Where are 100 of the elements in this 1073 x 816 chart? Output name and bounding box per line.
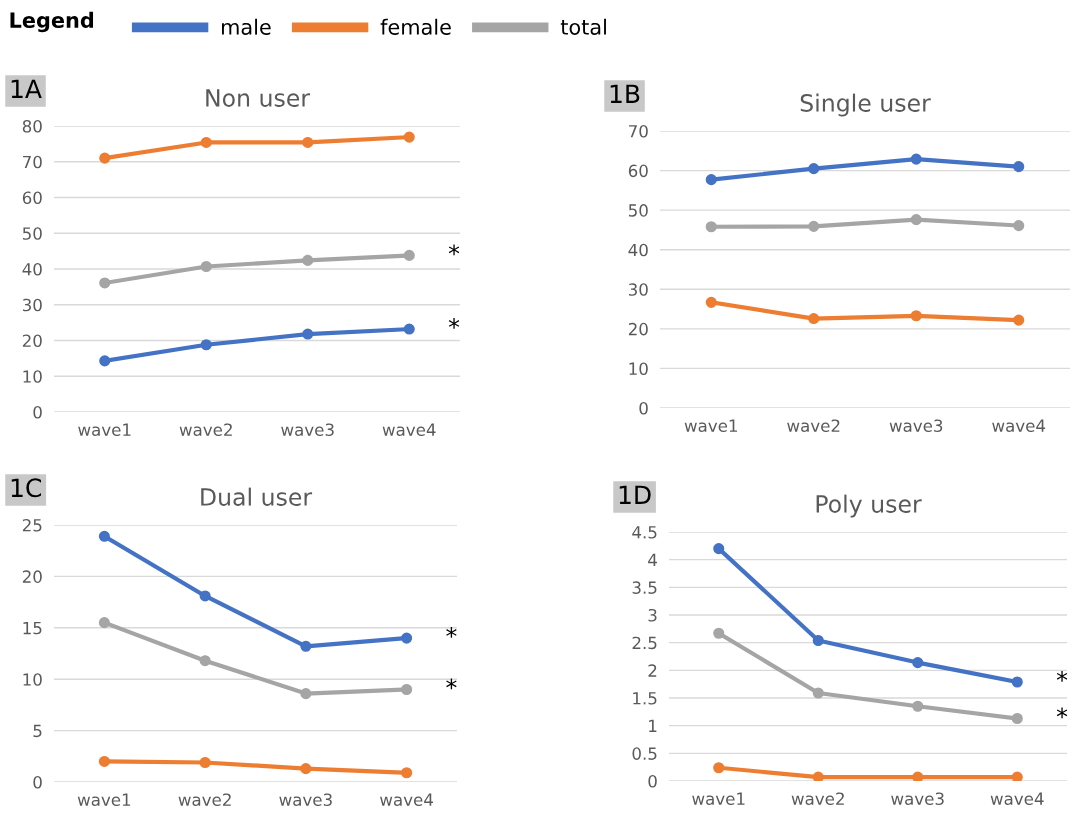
x-tick-label: wave4 bbox=[990, 792, 1044, 806]
x-tick-label: wave1 bbox=[78, 423, 131, 437]
point bbox=[808, 163, 820, 175]
point bbox=[300, 640, 312, 652]
legend-label: male bbox=[222, 18, 271, 35]
text: 1B bbox=[610, 84, 640, 103]
x-tick-label: wave2 bbox=[787, 419, 840, 433]
y-tick-label: 0 bbox=[648, 774, 657, 788]
y-tick-label: 30 bbox=[628, 283, 648, 296]
y-tick-label: 50 bbox=[22, 227, 42, 240]
x-tick-label: wave1 bbox=[692, 792, 745, 806]
point bbox=[401, 683, 413, 696]
y-tick-label: 5 bbox=[33, 724, 42, 738]
point bbox=[910, 153, 922, 165]
point bbox=[403, 323, 415, 335]
annotation: * bbox=[448, 318, 460, 329]
point bbox=[401, 767, 413, 779]
point bbox=[808, 313, 820, 325]
y-tick-label: 70 bbox=[23, 155, 42, 169]
point bbox=[910, 214, 922, 226]
y-tick-label: 0 bbox=[33, 775, 42, 789]
y-tick-label: 60 bbox=[628, 164, 648, 178]
chart-title: Dual user bbox=[201, 487, 313, 506]
text: 1A bbox=[11, 79, 42, 98]
point bbox=[1013, 314, 1025, 326]
y-tick-label: 10 bbox=[23, 673, 42, 686]
x-tick-label: wave1 bbox=[684, 419, 737, 433]
x-tick-label: wave2 bbox=[791, 792, 844, 806]
point bbox=[302, 136, 314, 149]
point bbox=[401, 632, 413, 644]
point bbox=[200, 339, 212, 351]
x-tick-label: wave3 bbox=[279, 793, 332, 807]
y-tick-label: 15 bbox=[23, 621, 42, 635]
point bbox=[300, 688, 312, 700]
annotation: * bbox=[1056, 707, 1068, 719]
annotation: * bbox=[1056, 670, 1068, 682]
point bbox=[912, 771, 924, 781]
x-tick-label: wave2 bbox=[179, 423, 232, 437]
annotation: * bbox=[448, 244, 460, 256]
y-tick-label: 1.5 bbox=[633, 692, 657, 705]
point bbox=[302, 254, 314, 266]
y-tick-label: 0.5 bbox=[632, 747, 657, 760]
y-tick-label: 30 bbox=[22, 298, 42, 312]
point bbox=[713, 543, 725, 555]
y-tick-label: 10 bbox=[629, 362, 648, 375]
point bbox=[200, 136, 212, 149]
legend-title: Legend bbox=[10, 11, 94, 33]
x-tick-label: wave1 bbox=[77, 793, 131, 807]
chart-title: Non user bbox=[206, 89, 311, 107]
annotation: * bbox=[446, 678, 457, 690]
y-tick-label: 3 bbox=[648, 608, 657, 622]
legend-label: total bbox=[560, 18, 606, 35]
y-tick-label: 70 bbox=[629, 124, 648, 138]
point bbox=[705, 174, 717, 186]
point bbox=[302, 328, 314, 340]
y-tick-label: 20 bbox=[22, 334, 42, 348]
y-tick-label: 2 bbox=[648, 664, 657, 677]
x-tick-label: wave3 bbox=[281, 423, 334, 437]
point bbox=[99, 355, 111, 367]
y-tick-label: 10 bbox=[23, 370, 42, 383]
point bbox=[912, 700, 924, 712]
y-tick-label: 2.5 bbox=[632, 636, 657, 650]
point bbox=[705, 296, 717, 308]
point bbox=[1013, 161, 1025, 173]
y-tick-label: 0 bbox=[639, 401, 648, 415]
point bbox=[99, 277, 111, 289]
point bbox=[705, 221, 717, 233]
point bbox=[812, 687, 824, 699]
point bbox=[199, 655, 211, 667]
point bbox=[1011, 676, 1023, 688]
x-tick-label: wave4 bbox=[380, 793, 433, 807]
y-tick-label: 40 bbox=[22, 262, 42, 276]
point bbox=[1013, 220, 1025, 232]
annotation: * bbox=[446, 627, 457, 638]
point bbox=[300, 763, 312, 775]
x-tick-label: wave3 bbox=[891, 792, 944, 806]
chart-title: Poly user bbox=[816, 494, 922, 518]
point bbox=[98, 755, 110, 767]
y-tick-label: 0 bbox=[33, 405, 42, 419]
x-tick-label: wave3 bbox=[889, 419, 943, 433]
point bbox=[403, 249, 415, 261]
point bbox=[199, 756, 211, 769]
point bbox=[403, 131, 415, 143]
y-tick-label: 20 bbox=[22, 570, 42, 583]
y-tick-label: 20 bbox=[628, 322, 648, 336]
point bbox=[98, 530, 110, 542]
y-tick-label: 4.5 bbox=[632, 526, 657, 539]
point bbox=[713, 762, 725, 774]
point bbox=[912, 657, 924, 669]
point bbox=[98, 617, 110, 629]
y-tick-label: 80 bbox=[22, 119, 42, 133]
x-tick-label: wave4 bbox=[382, 423, 436, 437]
point bbox=[199, 590, 211, 602]
point bbox=[812, 634, 824, 647]
y-tick-label: 4 bbox=[648, 553, 657, 566]
point bbox=[812, 771, 824, 781]
point bbox=[1011, 712, 1023, 725]
y-tick-label: 3.5 bbox=[632, 581, 657, 594]
text: 1C bbox=[11, 478, 42, 498]
x-tick-label: wave4 bbox=[992, 419, 1046, 433]
